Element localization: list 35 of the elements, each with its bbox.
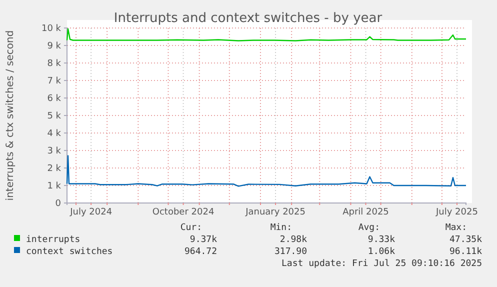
- y-tick-label: 2 k: [47, 164, 62, 174]
- y-tick-label: 8 k: [47, 58, 62, 69]
- y-tick-label: 10 k: [41, 24, 62, 34]
- x-tick-label: January 2025: [244, 207, 306, 218]
- text: Max:: [445, 223, 467, 233]
- text: 317.90: [274, 247, 307, 257]
- line-series: [66, 155, 467, 187]
- y-tick-label: 6 k: [47, 94, 62, 104]
- y-tick-label: 5 k: [47, 111, 62, 122]
- y-tick-label: 7 k: [47, 76, 62, 86]
- text: Cur:: [180, 223, 202, 233]
- line-series: [66, 28, 467, 42]
- x-tick-label: October 2024: [152, 207, 214, 218]
- y-tick-label: 3 k: [47, 146, 62, 156]
- text: 47.35k: [449, 235, 483, 245]
- x-tick-label: July 2024: [69, 207, 112, 218]
- text: 9.37k: [190, 235, 218, 245]
- text: 964.72: [184, 247, 217, 257]
- legend-label: context switches: [26, 247, 113, 257]
- text: Last update: Fri Jul 25 09:10:16 2025: [282, 259, 482, 269]
- y-axis-title: interrupts & ctx switches / second: [5, 30, 16, 201]
- text: 9.33k: [368, 235, 396, 245]
- text: 2.98k: [280, 235, 308, 245]
- x-tick-label: July 2025: [435, 207, 478, 218]
- y-tick-label: 1 k: [47, 181, 62, 192]
- text: 1.06k: [368, 247, 396, 257]
- y-tick-label: 9 k: [47, 41, 62, 52]
- y-tick-label: 0: [55, 198, 62, 209]
- legend-label: interrupts: [26, 235, 80, 245]
- chart-title: Interrupts and context switches - by year: [114, 11, 383, 26]
- text: Avg:: [358, 223, 380, 233]
- text: Min:: [270, 223, 292, 233]
- y-tick-label: 4 k: [47, 128, 62, 139]
- text: 96.11k: [449, 247, 483, 257]
- x-tick-label: April 2025: [342, 207, 389, 218]
